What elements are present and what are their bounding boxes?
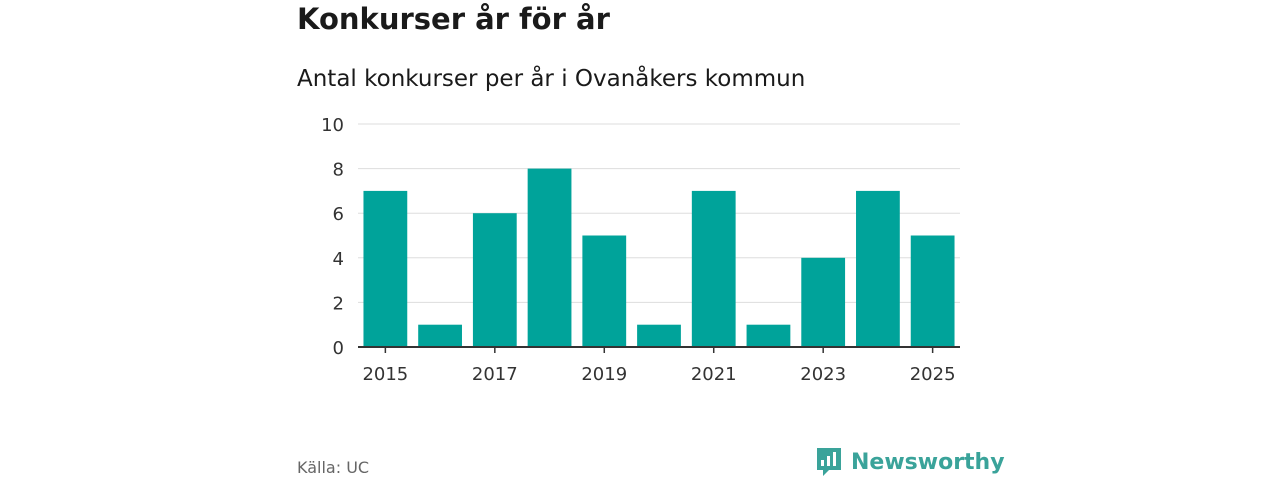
bar [801, 257, 846, 347]
x-tick-label: 2015 [362, 364, 408, 385]
bar [363, 190, 408, 347]
y-tick-label: 2 [333, 293, 344, 314]
x-tick-label: 2021 [691, 364, 737, 385]
newsworthy-logo-icon [817, 448, 841, 476]
bar [472, 213, 517, 347]
x-tick-label: 2017 [472, 364, 518, 385]
source-note: Källa: UC [297, 458, 370, 477]
x-tick-label: 2019 [581, 364, 627, 385]
bar [691, 190, 736, 347]
bar [527, 168, 572, 347]
y-tick-label: 4 [333, 249, 344, 270]
chart-title: Konkurser år för år [297, 2, 610, 36]
bar [582, 235, 627, 347]
bar [746, 324, 791, 347]
y-tick-label: 8 [333, 160, 344, 181]
brand-name: Newsworthy [851, 449, 1005, 475]
bar [418, 324, 462, 347]
brand-logo: Newsworthy [815, 446, 1005, 478]
bar [856, 190, 900, 347]
chart-subtitle: Antal konkurser per år i Ovanåkers kommu… [297, 66, 806, 92]
bar [637, 324, 681, 347]
bar [910, 235, 955, 347]
y-tick-label: 10 [321, 115, 344, 136]
y-tick-label: 6 [333, 204, 344, 225]
y-tick-label: 0 [333, 338, 344, 359]
x-tick-label: 2023 [800, 364, 846, 385]
x-tick-label: 2025 [910, 364, 956, 385]
